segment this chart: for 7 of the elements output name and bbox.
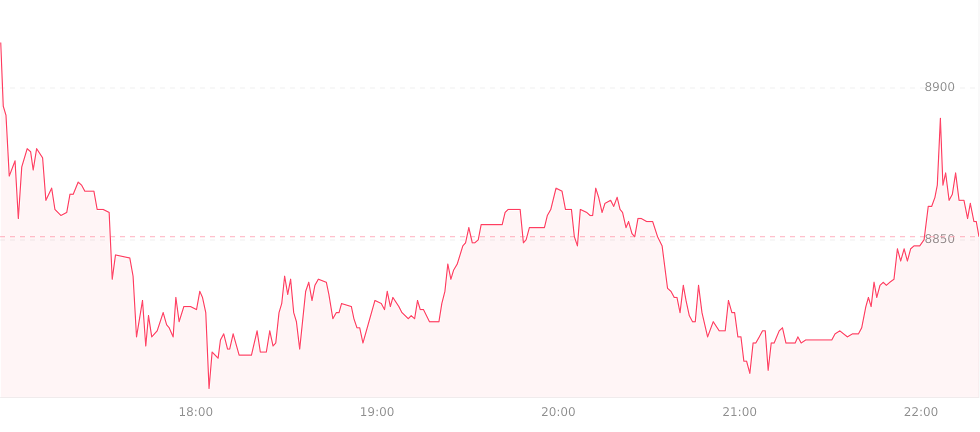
x-tick-label: 19:00 (360, 404, 394, 419)
x-tick-label: 18:00 (178, 404, 214, 419)
y-tick-label: 8900 (924, 80, 955, 94)
x-tick-label: 21:00 (722, 404, 757, 419)
x-tick-label: 22:00 (904, 404, 938, 419)
y-tick-label: 8850 (924, 232, 955, 246)
x-tick-label: 20:00 (541, 404, 576, 419)
